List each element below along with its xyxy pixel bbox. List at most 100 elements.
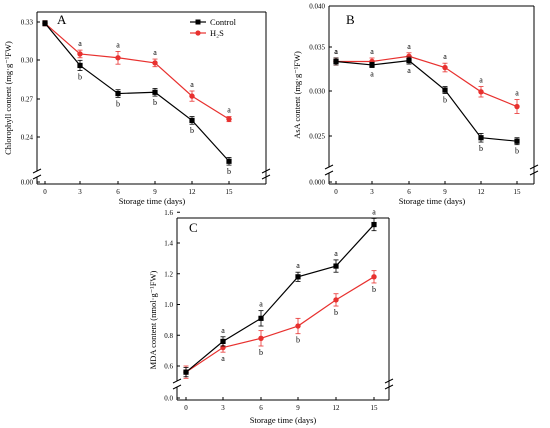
panel-c-axis-break-mark	[384, 384, 394, 390]
panel-c-control-significance-label: a	[372, 207, 376, 216]
panel-a-control-point	[189, 117, 195, 123]
panel-c-h2s-point	[333, 297, 339, 303]
panel-b-h2s-significance-label: a	[443, 52, 447, 61]
panel-c-control-significance-label: a	[334, 249, 338, 258]
panel-a-x-tick-label: 0	[43, 188, 47, 196]
panel-b-x-tick-label: 12	[478, 188, 486, 196]
panel-a-x-tick-label: 12	[189, 188, 197, 196]
panel-c-control-point	[295, 274, 301, 280]
panel-b-letter: B	[346, 12, 355, 27]
panel-a-x-tick-label: 6	[116, 188, 120, 196]
panel-b-control-significance-label: b	[515, 147, 519, 156]
panel-a-letter: A	[57, 12, 67, 27]
panel-c-h2s-point	[295, 323, 301, 329]
panel-a-h2s-line	[44, 22, 230, 120]
panel-c-x-tick-label: 12	[333, 404, 341, 412]
panel-c-y-axis-title: MDA content (nmol·g⁻¹FW)	[148, 271, 158, 370]
panel-b: 0.000 0.025 0.030 0.035 0.040 0 3 6 9 12 15 Storage…	[292, 3, 539, 206]
panel-c-y-tick-label: 0.6	[164, 363, 173, 371]
panel-a-h2s-significance-label: a	[227, 106, 231, 115]
panel-b-x-tick-label: 0	[334, 188, 338, 196]
panel-b-h2s-line	[336, 55, 518, 108]
panel-c-y-tick-label: 0.8	[164, 332, 173, 340]
panel-c-control-point	[371, 221, 377, 228]
panel-b-h2s-significance-label: a	[479, 76, 483, 85]
panel-c-y-tick-label: 1.0	[164, 301, 173, 309]
panel-a-h2s-point	[189, 93, 195, 99]
panel-a-x-axis-title: Storage time (days)	[119, 196, 186, 206]
panel-a-axis-break-mark	[261, 174, 271, 180]
panel-a-y-axis-title: Chlorophyll content (mg·g⁻¹FW)	[3, 41, 13, 155]
panel-a-legend-marker	[195, 30, 201, 36]
panel-b-control-point	[442, 87, 448, 93]
panel-a-h2s-significance-label: a	[153, 48, 157, 57]
panel-a-legend-label: Control	[210, 17, 237, 27]
panel-c-control-point	[258, 315, 264, 321]
panel-a-control-point	[115, 90, 121, 97]
panel-c-control-significance-label: a	[221, 326, 225, 335]
panel-b-x-axis-title: Storage time (days)	[399, 196, 466, 206]
panel-b-x-tick-label: 6	[407, 188, 411, 196]
panel-b-control-significance-label: a	[407, 66, 411, 75]
panel-a-y-tick-label: 0.00	[21, 179, 34, 187]
panel-a: 0.00 0.24 0.27 0.30 0.33 0 3 6 9 12 15 Storage time…	[3, 11, 271, 206]
panel-c-x-tick-label: 0	[184, 404, 188, 412]
panel-b-y-tick-label: 0.040	[309, 3, 325, 11]
panel-b-control-point	[478, 135, 484, 141]
panel-a-h2s-point	[77, 51, 83, 57]
panel-a-control-significance-label: b	[153, 98, 157, 107]
panel-b-x-tick-label: 15	[514, 188, 522, 196]
panel-b-y-tick-label: 0.035	[309, 44, 325, 52]
panel-c-y-tick-label: 1.2	[164, 270, 173, 278]
panel-c-x-tick-label: 15	[371, 404, 379, 412]
panel-c-axis-break-mark	[172, 378, 182, 384]
panel-c-h2s-significance-label: b	[334, 308, 338, 317]
panel-a-h2s-significance-label: a	[116, 40, 120, 49]
panel-b-control-point	[406, 58, 412, 64]
panel-c-y-tick-label: 1.4	[164, 240, 173, 248]
panel-a-h2s-point	[226, 116, 232, 122]
panel-a-x-tick-label: 3	[78, 188, 82, 196]
panel-b-control-point	[333, 58, 339, 65]
panel-a-h2s-point	[115, 55, 121, 61]
panel-b-h2s-significance-label: a	[334, 47, 338, 56]
panel-a-control-point	[77, 62, 83, 69]
panel-a-y-tick-label: 0.27	[21, 96, 34, 104]
panel-b-control-point	[369, 62, 375, 68]
panel-c-h2s-line	[185, 276, 375, 373]
panel-b-h2s-point	[514, 103, 520, 110]
panel-c-h2s-point	[258, 335, 264, 342]
panel-a-control-point	[42, 20, 48, 26]
panel-a-axis-break-mark	[32, 174, 42, 180]
panel-b-axis-break-mark	[324, 164, 334, 170]
panel-c-control-point	[183, 369, 189, 375]
panel-c-h2s-significance-label: b	[259, 348, 263, 357]
panel-c-x-tick-label: 9	[296, 404, 300, 412]
panel-b-x-tick-label: 3	[370, 188, 374, 196]
panel-a-x-tick-label: 15	[226, 188, 234, 196]
panel-a-y-tick-label: 0.24	[21, 134, 34, 142]
panel-c-control-point	[333, 263, 339, 269]
panel-c-y-tick-label: 0.0	[164, 395, 173, 403]
panel-b-y-tick-label: 0.000	[309, 179, 325, 187]
panel-c-control-significance-label: a	[259, 300, 263, 309]
panel-c-control-significance-label: a	[296, 261, 300, 270]
panel-a-y-tick-label: 0.33	[21, 19, 34, 27]
panel-a-y-tick-label: 0.30	[21, 57, 34, 65]
panel-a-control-significance-label: b	[78, 73, 82, 82]
panel-a-legend-marker	[195, 19, 201, 25]
panel-c-axis-break-mark	[172, 384, 182, 390]
panel-a-h2s-point	[152, 60, 158, 66]
panel-b-control-significance-label: b	[479, 144, 483, 153]
panel-c-axis-break-mark	[384, 378, 394, 384]
panel-c-letter: C	[189, 220, 198, 235]
panel-b-h2s-point	[406, 53, 412, 59]
panel-b-h2s-point	[442, 64, 448, 71]
panel-a-control-point	[152, 89, 158, 95]
panel-c-h2s-point	[371, 274, 377, 280]
panel-a-h2s-significance-label: a	[78, 39, 82, 48]
panel-b-control-significance-label: a	[334, 47, 338, 56]
panel-b-axis-break-mark	[529, 170, 539, 176]
